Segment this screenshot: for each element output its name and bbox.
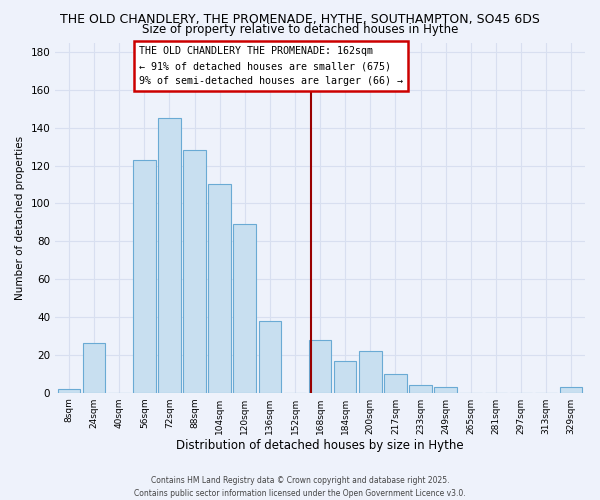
Bar [133, 160, 155, 392]
Bar [233, 224, 256, 392]
Bar [158, 118, 181, 392]
Bar [83, 344, 106, 392]
Bar [58, 389, 80, 392]
Bar [334, 360, 356, 392]
Text: THE OLD CHANDLERY, THE PROMENADE, HYTHE, SOUTHAMPTON, SO45 6DS: THE OLD CHANDLERY, THE PROMENADE, HYTHE,… [60, 12, 540, 26]
Bar [434, 387, 457, 392]
Bar [359, 351, 382, 393]
Bar [560, 387, 583, 392]
Bar [208, 184, 231, 392]
Text: THE OLD CHANDLERY THE PROMENADE: 162sqm
← 91% of detached houses are smaller (67: THE OLD CHANDLERY THE PROMENADE: 162sqm … [139, 46, 403, 86]
Bar [309, 340, 331, 392]
Y-axis label: Number of detached properties: Number of detached properties [15, 136, 25, 300]
Bar [183, 150, 206, 392]
X-axis label: Distribution of detached houses by size in Hythe: Distribution of detached houses by size … [176, 440, 464, 452]
Bar [409, 385, 432, 392]
Bar [384, 374, 407, 392]
Text: Contains HM Land Registry data © Crown copyright and database right 2025.
Contai: Contains HM Land Registry data © Crown c… [134, 476, 466, 498]
Text: Size of property relative to detached houses in Hythe: Size of property relative to detached ho… [142, 22, 458, 36]
Bar [259, 321, 281, 392]
